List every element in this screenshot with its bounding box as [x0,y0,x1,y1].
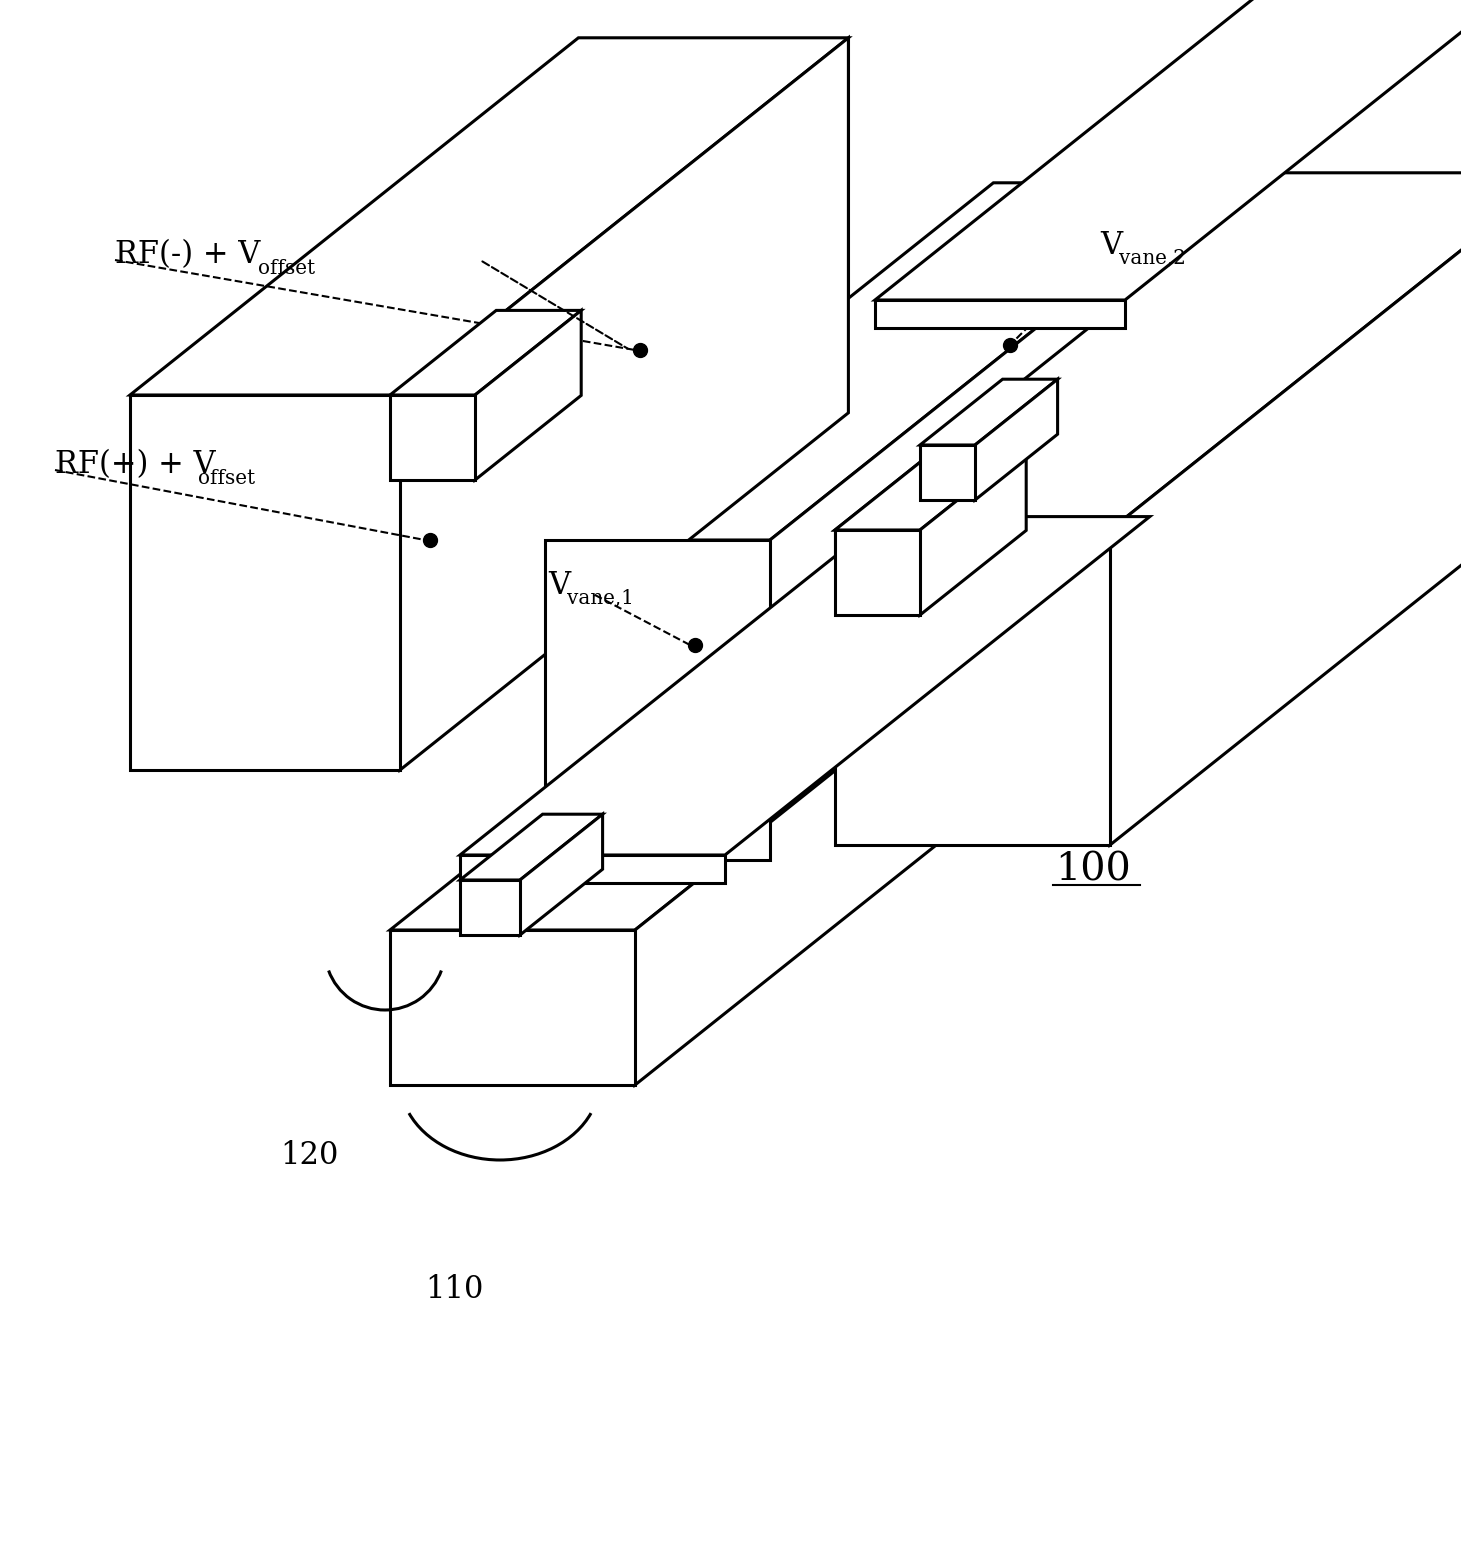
Polygon shape [839,572,1084,728]
Polygon shape [974,379,1058,500]
Polygon shape [836,445,1026,530]
Text: RF(+) + V: RF(+) + V [56,450,216,480]
Text: 120: 120 [281,1140,339,1170]
Polygon shape [130,38,849,395]
Polygon shape [475,310,581,480]
Polygon shape [920,445,1026,615]
Polygon shape [920,379,1058,445]
Polygon shape [875,0,1461,299]
Polygon shape [770,183,1218,859]
Polygon shape [520,814,602,935]
Polygon shape [920,445,974,500]
Text: offset: offset [259,259,316,278]
Polygon shape [460,880,520,935]
Polygon shape [1110,172,1461,845]
Polygon shape [460,814,602,880]
Polygon shape [400,38,849,770]
Polygon shape [545,183,1218,539]
Text: 100: 100 [1055,851,1131,889]
Text: V: V [548,569,570,601]
Polygon shape [836,172,1461,530]
Polygon shape [836,530,920,615]
Text: 110: 110 [425,1275,484,1306]
Polygon shape [836,530,1110,845]
Polygon shape [875,299,1125,328]
Polygon shape [390,395,475,480]
Polygon shape [579,38,849,412]
Polygon shape [1283,172,1461,488]
Polygon shape [993,183,1218,503]
Polygon shape [130,395,400,770]
Polygon shape [390,930,636,1085]
Polygon shape [460,855,725,883]
Polygon shape [545,539,770,859]
Polygon shape [390,572,1084,930]
Text: V: V [1100,229,1122,260]
Polygon shape [636,572,1084,1085]
Text: offset: offset [199,469,256,488]
Text: vane,1: vane,1 [567,588,634,607]
Polygon shape [390,310,581,395]
Text: RF(-) + V: RF(-) + V [115,240,260,271]
Text: vane,2: vane,2 [1119,248,1185,268]
Polygon shape [460,516,1150,855]
